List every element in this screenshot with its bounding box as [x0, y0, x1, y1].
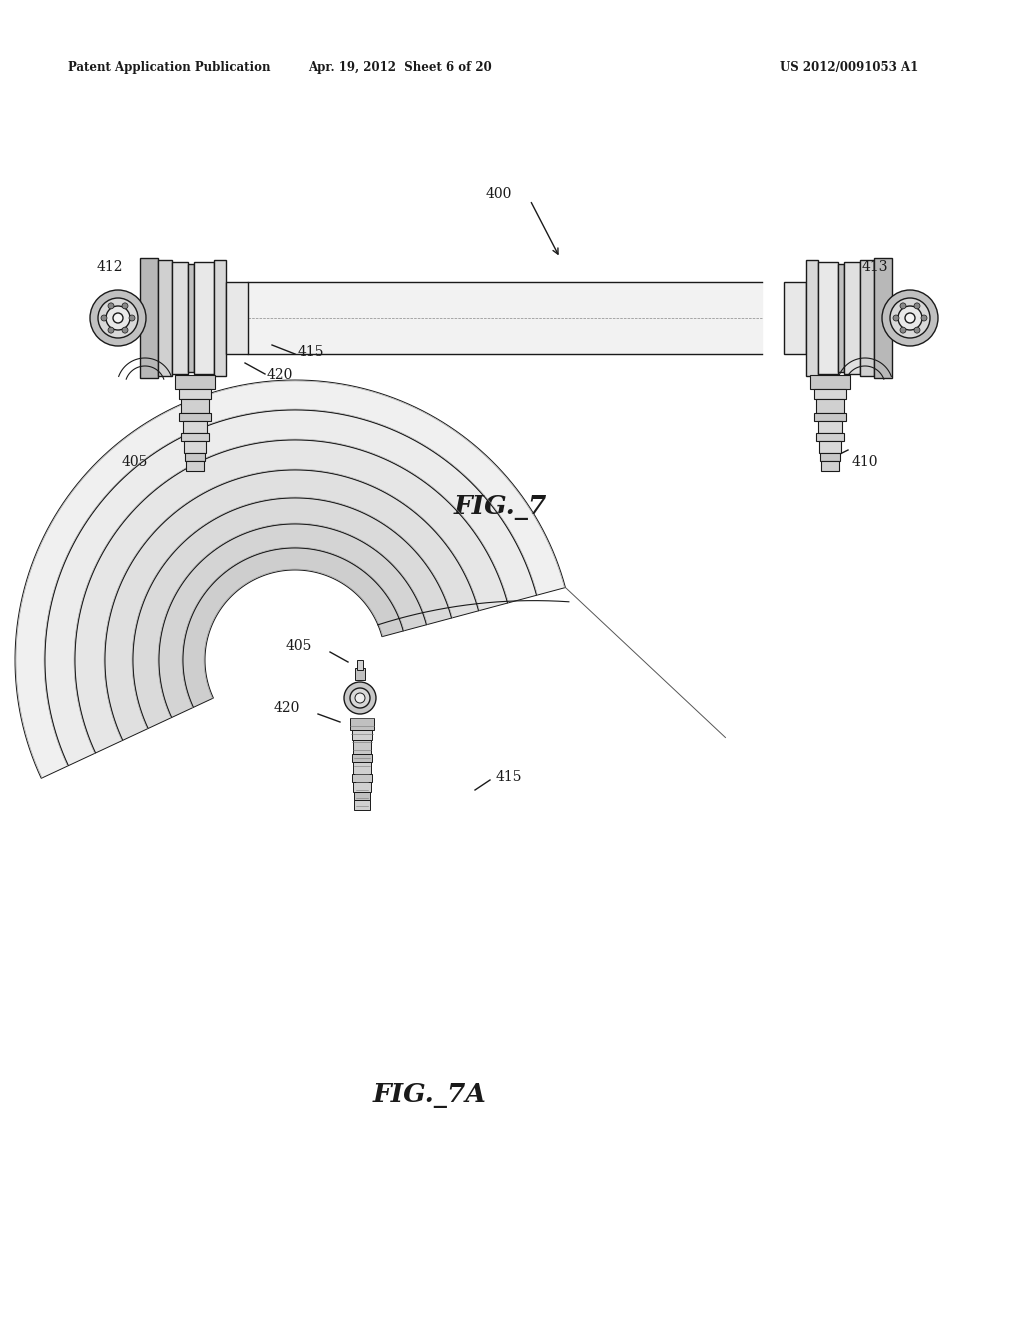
Bar	[814, 413, 846, 421]
Bar	[179, 413, 211, 421]
Bar	[810, 375, 850, 389]
Circle shape	[882, 290, 938, 346]
Circle shape	[900, 327, 906, 333]
Bar	[355, 668, 365, 680]
Bar	[140, 257, 158, 378]
Bar	[354, 800, 370, 810]
Bar	[179, 389, 211, 399]
Bar	[814, 389, 846, 399]
Bar	[214, 260, 226, 376]
Bar	[183, 421, 207, 433]
Text: 405: 405	[122, 455, 148, 469]
Bar	[184, 441, 206, 453]
Bar	[185, 453, 205, 461]
Polygon shape	[45, 411, 537, 766]
Bar	[816, 433, 844, 441]
Bar	[818, 421, 842, 433]
Circle shape	[344, 682, 376, 714]
Bar	[820, 453, 840, 461]
Circle shape	[900, 302, 906, 309]
Bar	[816, 399, 844, 413]
Circle shape	[106, 306, 130, 330]
Text: US 2012/0091053 A1: US 2012/0091053 A1	[780, 62, 919, 74]
Circle shape	[108, 327, 114, 333]
Bar	[357, 660, 362, 671]
Bar	[353, 741, 371, 754]
Bar	[838, 264, 844, 372]
Bar	[194, 261, 214, 374]
Circle shape	[122, 302, 128, 309]
Text: 405: 405	[286, 639, 312, 653]
Bar	[172, 261, 188, 374]
Text: 413: 413	[862, 260, 889, 275]
Circle shape	[90, 290, 146, 346]
Bar	[860, 260, 874, 376]
Polygon shape	[75, 440, 508, 752]
Text: 412: 412	[96, 260, 123, 275]
Circle shape	[113, 313, 123, 323]
Text: Patent Application Publication: Patent Application Publication	[68, 62, 270, 74]
Circle shape	[905, 313, 915, 323]
Circle shape	[350, 688, 370, 708]
Polygon shape	[183, 548, 403, 708]
Polygon shape	[159, 524, 426, 718]
Bar	[158, 260, 172, 376]
Circle shape	[101, 315, 106, 321]
Circle shape	[355, 693, 365, 704]
Circle shape	[108, 302, 114, 309]
Bar	[188, 264, 194, 372]
Circle shape	[921, 315, 927, 321]
Text: 400: 400	[486, 187, 512, 201]
Bar	[350, 718, 374, 730]
Text: 410: 410	[852, 455, 879, 469]
Bar	[784, 282, 806, 354]
Bar	[352, 730, 372, 741]
Polygon shape	[105, 470, 478, 741]
Bar	[186, 461, 204, 471]
Bar	[181, 433, 209, 441]
Bar	[181, 399, 209, 413]
Text: 415: 415	[496, 770, 522, 784]
Text: 420: 420	[267, 368, 293, 381]
Bar	[818, 261, 838, 374]
Bar	[354, 792, 370, 800]
Bar	[819, 441, 841, 453]
Text: 415: 415	[298, 345, 325, 359]
Circle shape	[98, 298, 138, 338]
Text: Apr. 19, 2012  Sheet 6 of 20: Apr. 19, 2012 Sheet 6 of 20	[308, 62, 492, 74]
Circle shape	[914, 327, 920, 333]
Polygon shape	[133, 498, 452, 729]
Circle shape	[122, 327, 128, 333]
Text: 420: 420	[273, 701, 300, 715]
Bar	[352, 754, 372, 762]
Bar	[353, 781, 371, 792]
Bar	[352, 774, 372, 781]
Text: FIG._7: FIG._7	[454, 495, 547, 520]
Bar	[226, 282, 248, 354]
Bar	[353, 762, 371, 774]
Bar	[874, 257, 892, 378]
Bar	[175, 375, 215, 389]
Circle shape	[893, 315, 899, 321]
Circle shape	[898, 306, 922, 330]
Bar	[821, 461, 839, 471]
Circle shape	[890, 298, 930, 338]
Circle shape	[914, 302, 920, 309]
Text: FIG._7A: FIG._7A	[373, 1082, 487, 1107]
Bar	[844, 261, 860, 374]
Bar	[806, 260, 818, 376]
Circle shape	[129, 315, 135, 321]
Polygon shape	[15, 380, 565, 779]
